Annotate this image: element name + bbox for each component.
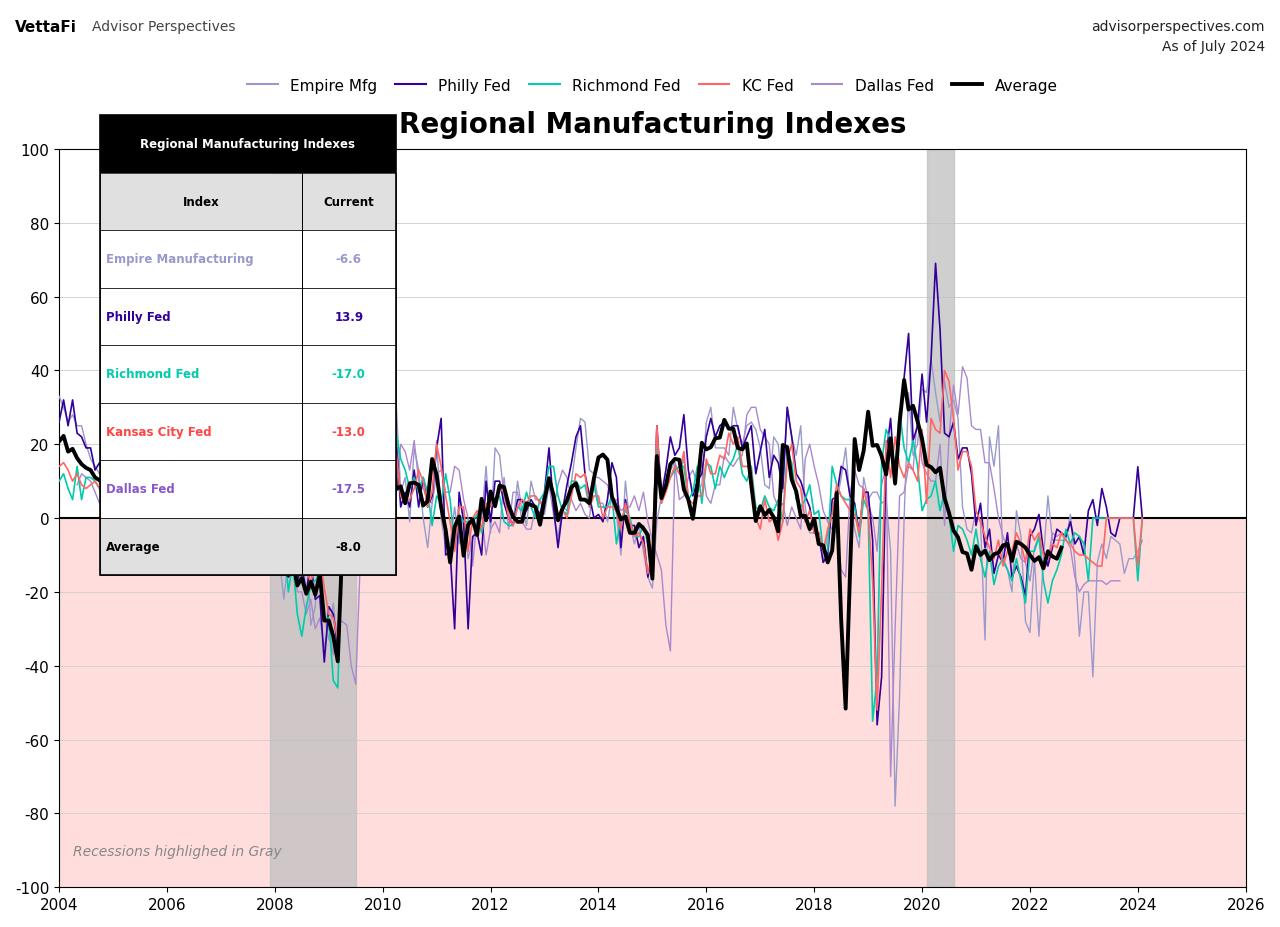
Text: -17.0: -17.0 <box>332 368 366 381</box>
Text: Recessions highlighed in Gray: Recessions highlighed in Gray <box>73 844 282 857</box>
Text: Empire Manufacturing: Empire Manufacturing <box>106 253 253 266</box>
Legend: Empire Mfg, Philly Fed, Richmond Fed, KC Fed, Dallas Fed, Average: Empire Mfg, Philly Fed, Richmond Fed, KC… <box>241 72 1064 100</box>
Title: Regional Manufacturing Indexes: Regional Manufacturing Indexes <box>398 111 906 139</box>
Text: Philly Fed: Philly Fed <box>106 311 170 324</box>
Text: -6.6: -6.6 <box>335 253 362 266</box>
Text: Richmond Fed: Richmond Fed <box>106 368 200 381</box>
Text: -8.0: -8.0 <box>335 540 362 553</box>
Text: Average: Average <box>106 540 161 553</box>
Text: Regional Manufacturing Indexes: Regional Manufacturing Indexes <box>141 138 355 151</box>
Bar <box>270 149 356 887</box>
Text: -17.5: -17.5 <box>332 483 366 496</box>
Text: 13.9: 13.9 <box>334 311 364 324</box>
Text: Index: Index <box>183 196 219 209</box>
Text: advisorperspectives.com
As of July 2024: advisorperspectives.com As of July 2024 <box>1091 20 1265 54</box>
Bar <box>927 149 954 887</box>
Text: -13.0: -13.0 <box>332 425 366 438</box>
Text: Current: Current <box>324 196 374 209</box>
Text: Advisor Perspectives: Advisor Perspectives <box>92 20 236 34</box>
Text: Kansas City Fed: Kansas City Fed <box>106 425 212 438</box>
Text: Dallas Fed: Dallas Fed <box>106 483 175 496</box>
Text: VettaFi: VettaFi <box>15 20 77 35</box>
